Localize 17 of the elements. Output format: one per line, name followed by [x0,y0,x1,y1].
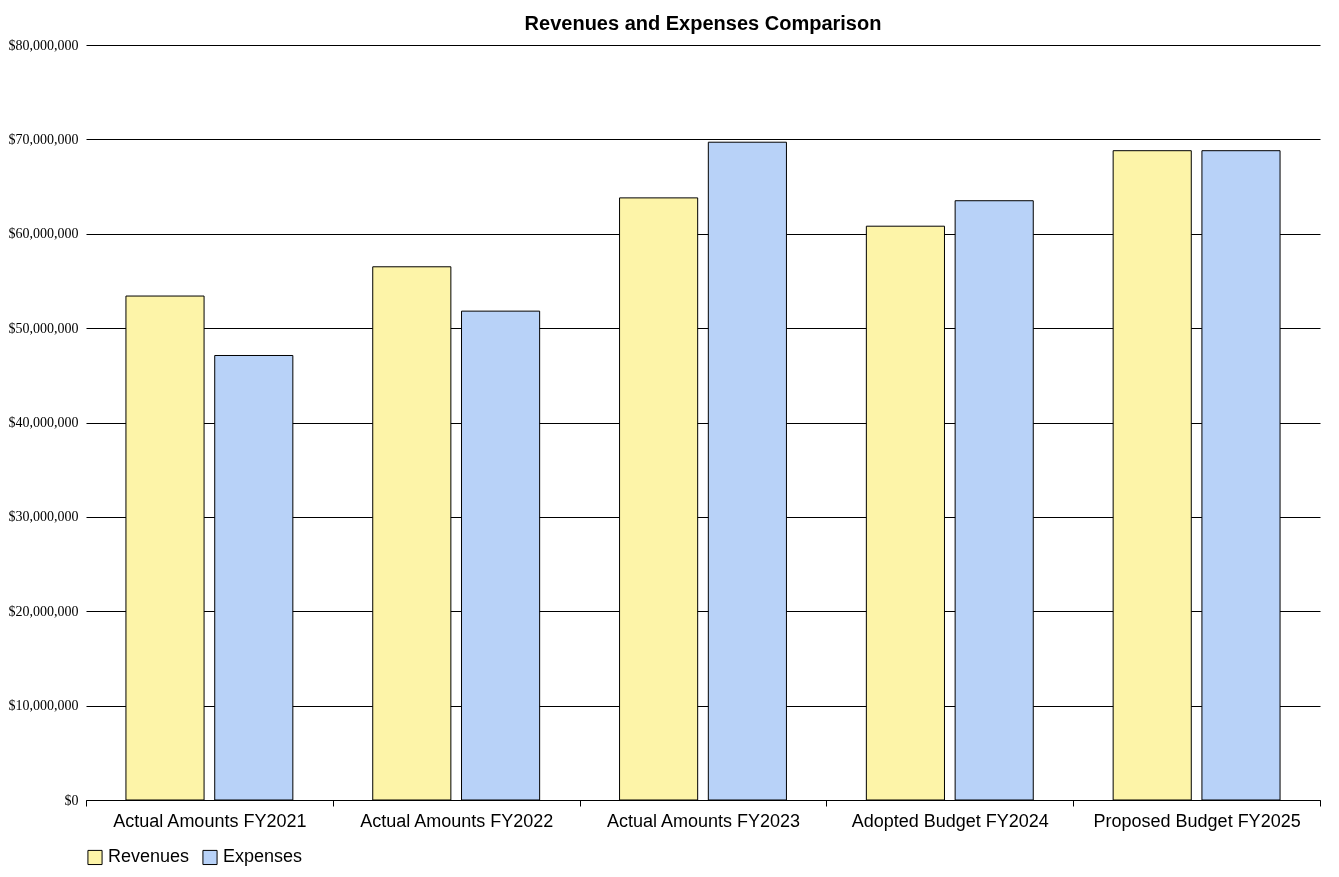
y-tick-label: $70,000,000 [8,131,79,147]
x-tick-label: Actual Amounts FY2023 [606,810,801,831]
x-tick-label: Actual Amounts FY2021 [113,810,307,831]
legend-label: Revenues [108,846,190,867]
x-tick-label: Adopted Budget FY2024 [851,810,1049,831]
y-tick-label: $30,000,000 [8,509,79,525]
y-tick-label: $10,000,000 [8,698,79,714]
x-tick-label: Actual Amounts FY2022 [360,810,554,831]
chart-title: Revenues and Expenses Comparison [524,12,882,34]
legend-label: Expenses [223,846,303,867]
x-tick-label: Proposed Budget FY2025 [1093,810,1301,831]
y-tick-label: $60,000,000 [8,226,79,242]
y-tick-label: $80,000,000 [8,37,79,53]
y-tick-label: $20,000,000 [8,603,79,619]
y-tick-label: $40,000,000 [8,415,79,430]
y-tick-label: $50,000,000 [8,320,79,336]
y-tick-label: $0 [64,792,79,808]
